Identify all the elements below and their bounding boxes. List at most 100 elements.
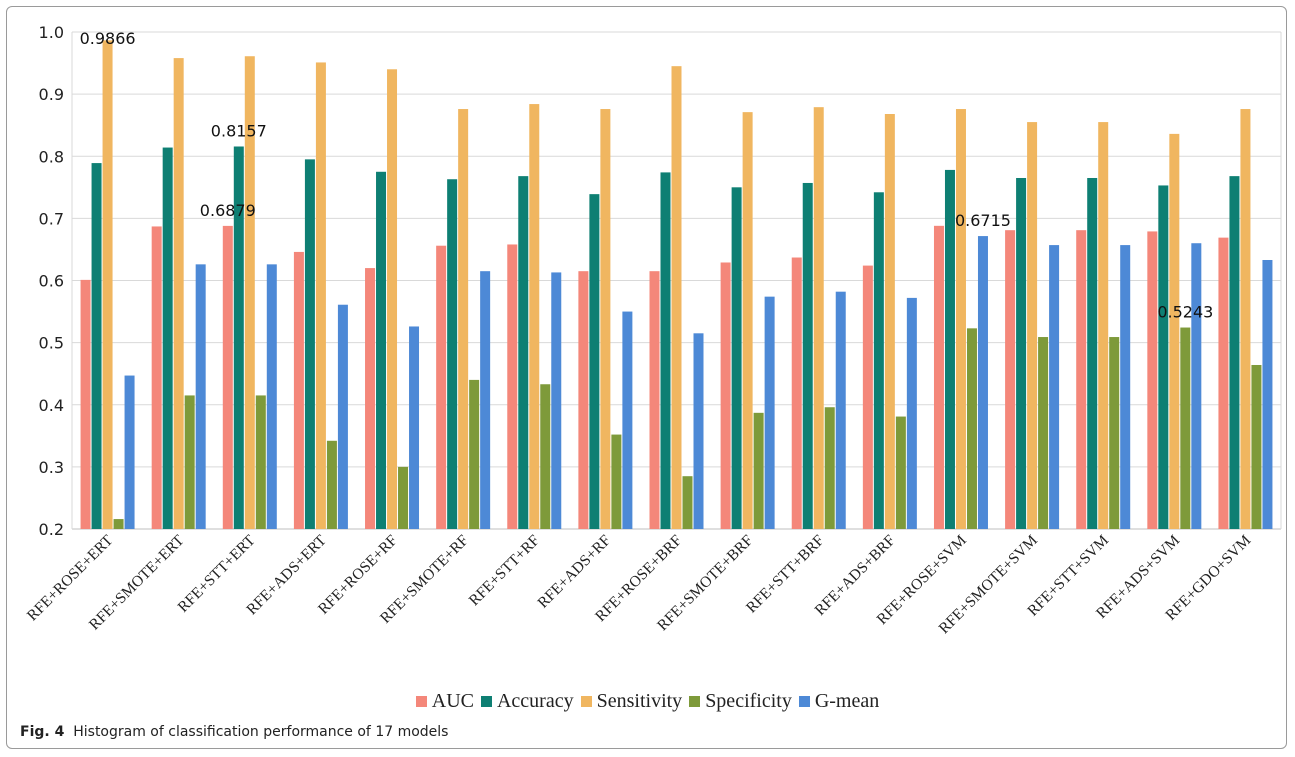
legend-item: Accuracy xyxy=(480,690,574,713)
legend-swatch xyxy=(480,696,492,707)
legend-swatch xyxy=(689,696,701,707)
bar-sensitivity xyxy=(173,58,184,529)
bar-auc xyxy=(1218,237,1229,530)
bar-g-mean xyxy=(835,291,846,529)
bar-auc xyxy=(649,271,660,529)
bar-specificity xyxy=(1251,364,1262,529)
bar-sensitivity xyxy=(600,109,611,529)
bar-sensitivity xyxy=(315,62,326,529)
bar-g-mean xyxy=(1049,245,1060,529)
bar-specificity xyxy=(895,416,906,529)
y-tick-label: 0.6 xyxy=(39,272,64,291)
bar-specificity xyxy=(1180,327,1191,529)
legend-swatch xyxy=(415,696,427,707)
y-tick-label: 0.5 xyxy=(39,334,64,353)
bar-sensitivity xyxy=(1169,133,1180,529)
y-tick-label: 0.9 xyxy=(39,85,64,104)
legend-item: G-mean xyxy=(798,690,880,713)
bar-accuracy xyxy=(304,159,315,529)
bar-auc xyxy=(1005,230,1016,529)
bar-sensitivity xyxy=(1027,122,1038,530)
legend-label: G-mean xyxy=(814,690,880,712)
x-tick-label: RFE+ADS+RF xyxy=(534,532,614,612)
bar-g-mean xyxy=(622,311,633,529)
bar-accuracy xyxy=(944,169,955,530)
bar-sensitivity xyxy=(813,107,824,529)
legend-swatch xyxy=(798,696,810,707)
legend-item: Specificity xyxy=(689,690,792,713)
bar-accuracy xyxy=(162,147,173,530)
bar-sensitivity xyxy=(742,112,753,530)
bar-accuracy xyxy=(447,179,458,529)
bar-specificity xyxy=(540,384,551,529)
bar-specificity xyxy=(326,440,337,529)
bar-auc xyxy=(578,271,589,529)
y-tick-label: 0.2 xyxy=(39,520,64,539)
bar-auc xyxy=(1147,231,1158,529)
bar-sensitivity xyxy=(102,40,113,530)
bar-accuracy xyxy=(873,192,884,529)
bar-auc xyxy=(720,262,731,529)
legend-label: AUC xyxy=(431,690,474,712)
bar-chart: 0.20.30.40.50.60.70.80.91.0RFE+ROSE+ERTR… xyxy=(24,23,1282,637)
bar-sensitivity xyxy=(244,56,255,529)
data-label: 0.8157 xyxy=(211,121,267,140)
bar-specificity xyxy=(611,434,622,529)
bar-g-mean xyxy=(1262,259,1273,529)
bar-sensitivity xyxy=(458,109,469,529)
bar-accuracy xyxy=(731,187,742,529)
legend-label: Accuracy xyxy=(496,690,574,712)
bar-specificity xyxy=(113,519,124,529)
legend-label: Sensitivity xyxy=(596,690,683,712)
bar-auc xyxy=(507,244,518,529)
legend-label: Specificity xyxy=(705,690,792,712)
bar-g-mean xyxy=(1191,243,1202,529)
bar-sensitivity xyxy=(1240,109,1251,529)
bar-specificity xyxy=(255,395,266,529)
bar-auc xyxy=(151,226,162,530)
bar-accuracy xyxy=(1229,176,1240,529)
bar-sensitivity xyxy=(529,104,540,529)
bar-auc xyxy=(222,225,233,529)
x-tick-label: RFE+STT+RF xyxy=(466,532,544,610)
bar-specificity xyxy=(1109,337,1120,529)
bar-g-mean xyxy=(693,333,704,529)
y-tick-label: 0.8 xyxy=(39,147,64,166)
bar-g-mean xyxy=(480,271,491,529)
bar-g-mean xyxy=(977,236,988,529)
bar-specificity xyxy=(184,395,195,529)
bar-accuracy xyxy=(233,146,244,529)
bar-accuracy xyxy=(376,171,387,529)
bar-specificity xyxy=(1038,337,1049,529)
bar-g-mean xyxy=(124,375,135,529)
bar-specificity xyxy=(469,379,480,529)
bar-specificity xyxy=(753,412,764,529)
bar-accuracy xyxy=(1087,177,1098,529)
bar-auc xyxy=(1076,230,1087,529)
figure-caption: Fig. 4 Histogram of classification perfo… xyxy=(20,724,448,740)
bar-g-mean xyxy=(551,272,562,529)
caption-text: Histogram of classification performance … xyxy=(73,724,449,740)
bar-accuracy xyxy=(1158,185,1169,530)
bar-g-mean xyxy=(195,264,206,529)
data-label: 0.9866 xyxy=(80,29,136,48)
bar-accuracy xyxy=(518,176,529,529)
bar-accuracy xyxy=(660,172,671,529)
bar-auc xyxy=(791,257,802,529)
bar-sensitivity xyxy=(884,114,895,529)
bar-auc xyxy=(293,251,304,530)
legend-item: Sensitivity xyxy=(580,690,683,713)
bar-g-mean xyxy=(337,304,348,529)
bar-g-mean xyxy=(1120,245,1131,529)
bar-g-mean xyxy=(266,264,277,529)
bar-sensitivity xyxy=(387,69,398,530)
data-label: 0.6879 xyxy=(200,201,256,220)
data-label: 0.5243 xyxy=(1157,303,1213,322)
bar-accuracy xyxy=(589,194,600,530)
data-label: 0.6715 xyxy=(955,211,1011,230)
y-tick-label: 0.3 xyxy=(39,458,64,477)
bar-accuracy xyxy=(1016,177,1027,529)
bar-sensitivity xyxy=(1098,122,1109,530)
bar-specificity xyxy=(966,328,977,529)
chart-legend: AUC Accuracy Sensitivity Specificity G-m… xyxy=(0,690,1295,713)
